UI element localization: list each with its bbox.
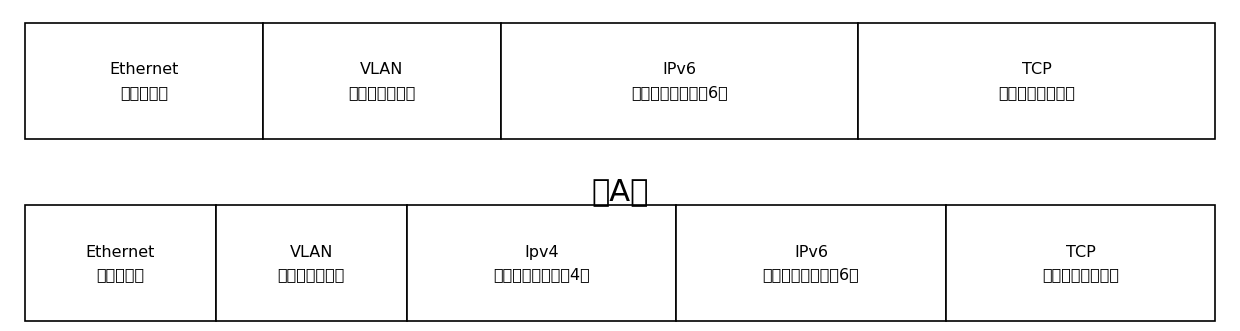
Text: VLAN
（虚拟局域网）: VLAN （虚拟局域网） (278, 245, 345, 282)
Text: IPv6
（互联网协议版本6）: IPv6 （互联网协议版本6） (631, 63, 728, 100)
Bar (946, 205, 1215, 321)
Text: Ethernet
（以太网）: Ethernet （以太网） (86, 245, 155, 282)
Bar (858, 23, 1215, 139)
Text: TCP
（传输控制协议）: TCP （传输控制协议） (1042, 245, 1118, 282)
Bar (263, 23, 501, 139)
Text: （A）: （A） (591, 177, 649, 207)
Text: TCP
（传输控制协议）: TCP （传输控制协议） (998, 63, 1075, 100)
Text: Ethernet
（以太网）: Ethernet （以太网） (109, 63, 179, 100)
Bar (501, 23, 858, 139)
Text: VLAN
（虚拟局域网）: VLAN （虚拟局域网） (348, 63, 415, 100)
Bar (25, 205, 216, 321)
Bar (407, 205, 676, 321)
Bar (676, 205, 946, 321)
Bar (25, 23, 263, 139)
Text: Ipv4
（互联网协议版本4）: Ipv4 （互联网协议版本4） (494, 245, 590, 282)
Bar (216, 205, 407, 321)
Text: IPv6
（互联网协议版本6）: IPv6 （互联网协议版本6） (763, 245, 859, 282)
